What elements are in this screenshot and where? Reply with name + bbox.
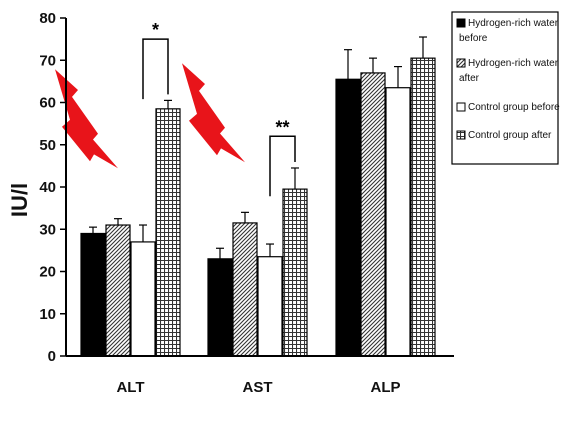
bar <box>385 87 411 357</box>
significance-bracket <box>142 38 169 100</box>
y-tick-label: 30 <box>39 221 56 238</box>
y-tick-label: 40 <box>39 179 56 196</box>
legend-label: Hydrogen-rich water after <box>459 58 559 84</box>
significance-bracket <box>269 135 296 197</box>
legend-swatch <box>456 102 466 112</box>
bar <box>410 57 436 357</box>
y-tick-label: 20 <box>39 264 56 281</box>
bar <box>207 258 233 357</box>
bar <box>232 222 258 357</box>
bar <box>282 188 308 357</box>
category-label: ALT <box>116 379 144 396</box>
category-label: AST <box>243 379 273 396</box>
legend-box <box>451 11 559 165</box>
y-tick-label: 70 <box>39 52 56 69</box>
legend-label: Hydrogen-rich water before <box>459 18 559 44</box>
bar <box>257 256 283 357</box>
lightning-bolt-icon <box>55 69 118 169</box>
legend-swatch <box>456 130 466 140</box>
bar <box>80 232 106 357</box>
y-tick-label: 0 <box>48 348 56 365</box>
bar <box>335 78 361 357</box>
y-axis-label: IU/l <box>7 183 32 217</box>
legend-label: Control group after <box>468 130 552 141</box>
legend-swatch <box>456 18 466 28</box>
y-tick-label: 10 <box>39 306 56 323</box>
y-tick-label: 80 <box>39 10 56 27</box>
y-tick-label: 50 <box>39 137 56 154</box>
bar <box>130 241 156 357</box>
significance-marker: * <box>152 20 159 40</box>
lightning-bolt-icon <box>182 63 245 163</box>
legend-swatch <box>456 58 466 68</box>
significance-marker: ** <box>275 117 289 137</box>
bar <box>105 224 131 357</box>
legend: Hydrogen-rich water before Hydrogen-rich w… <box>451 11 560 165</box>
bar <box>360 72 386 357</box>
legend-label: Control group before <box>468 102 560 113</box>
category-label: ALP <box>371 379 401 396</box>
bar <box>155 108 181 357</box>
y-tick-label: 60 <box>39 95 56 112</box>
